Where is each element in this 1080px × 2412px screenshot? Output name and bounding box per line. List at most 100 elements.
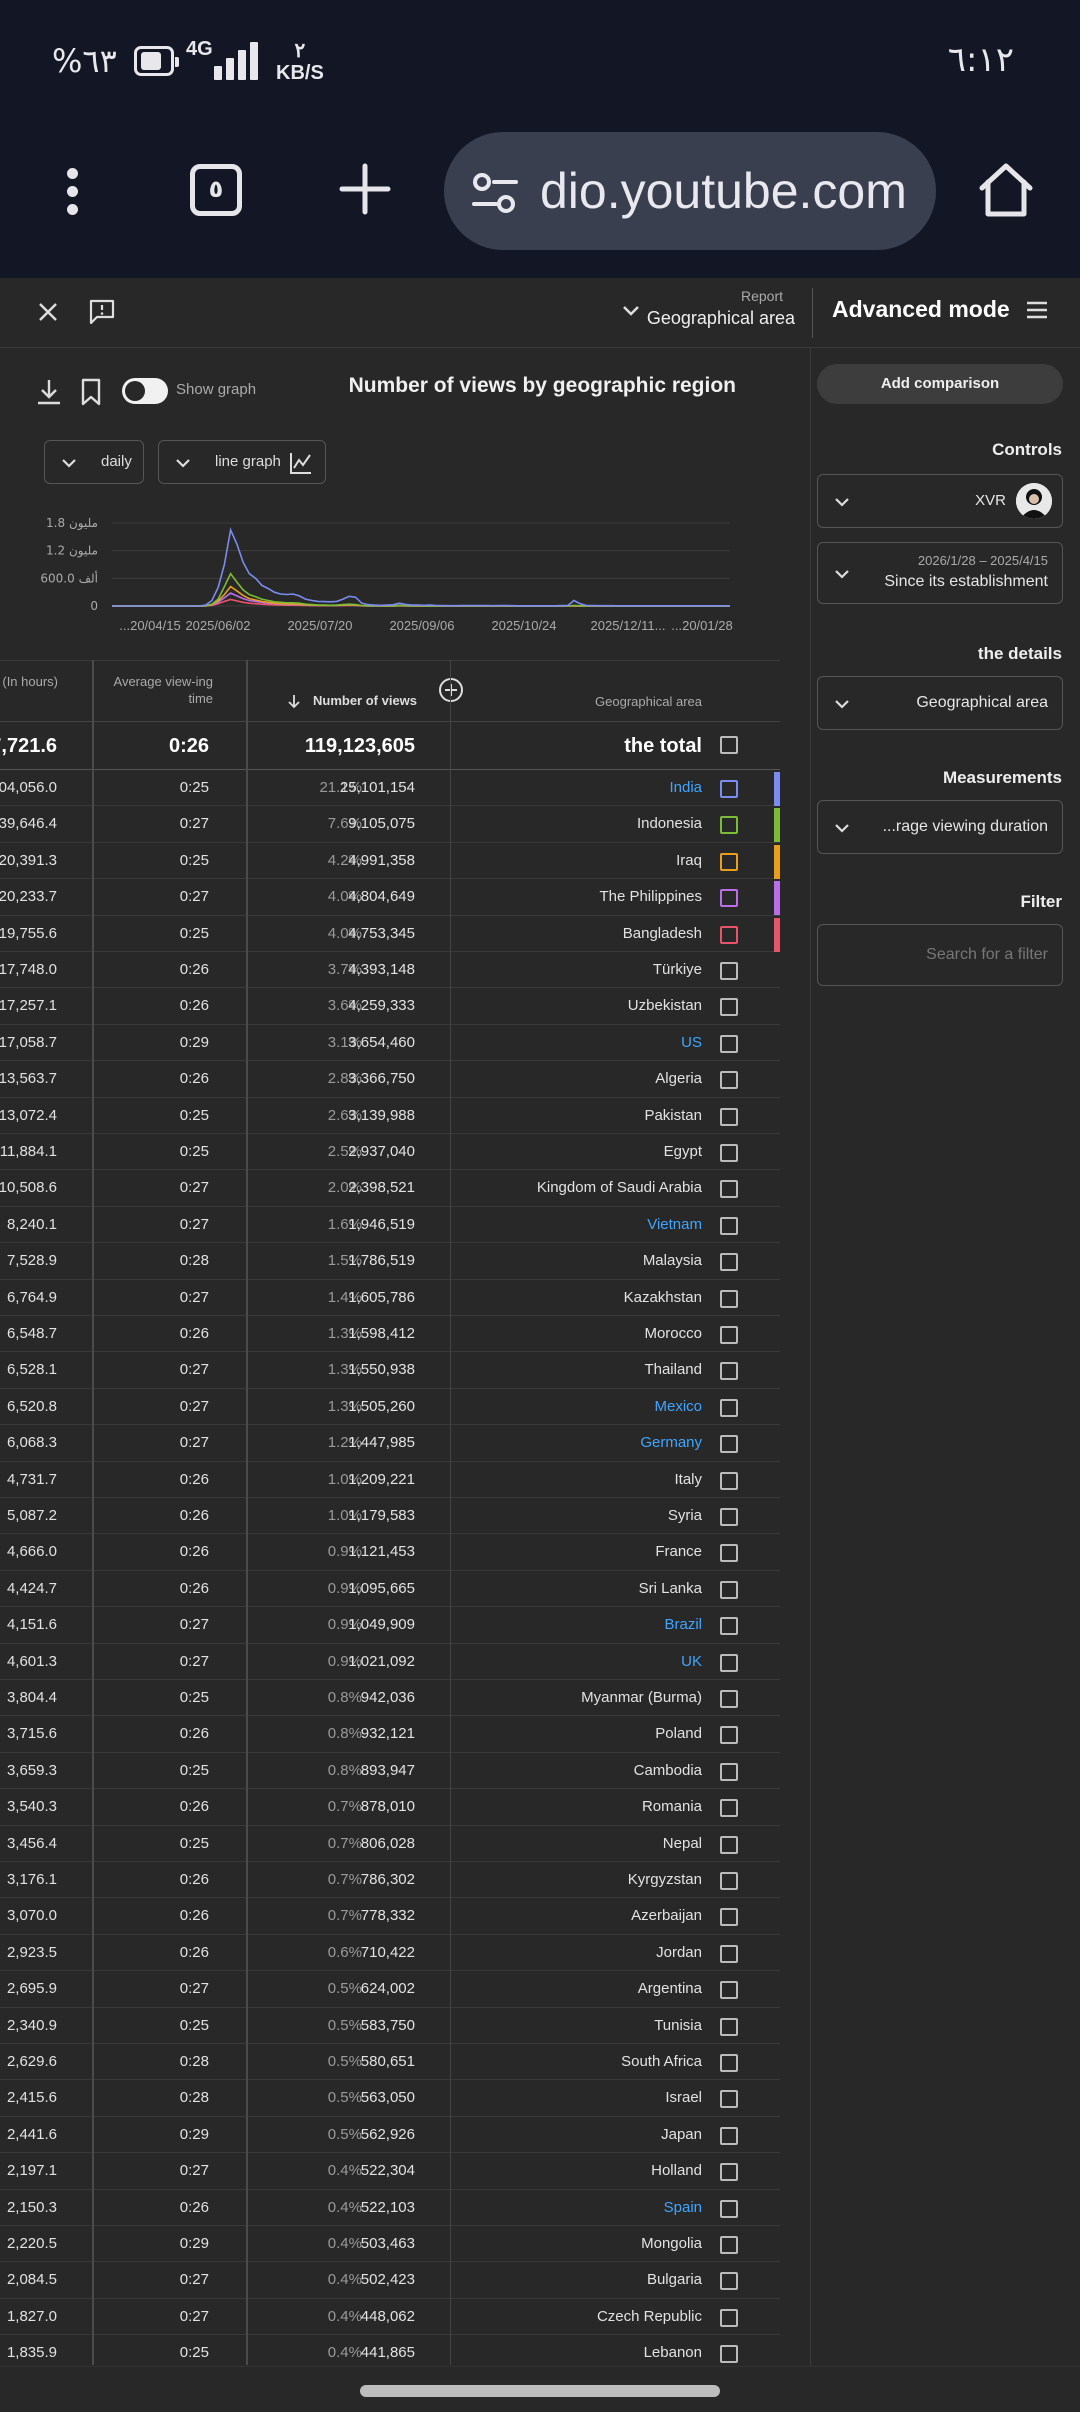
cell-geo[interactable]: Vietnam [647,1215,702,1233]
row-checkbox[interactable] [720,1762,738,1781]
cell-geo[interactable]: Spain [663,2198,702,2216]
home-indicator[interactable] [360,2385,720,2397]
table-row[interactable]: 4,731.7 0:26 1.0% 1,209,221 Italy [0,1462,780,1498]
cell-geo[interactable]: US [681,1033,702,1051]
row-checkbox[interactable] [720,1216,738,1235]
url-text[interactable]: dio.youtube.com [540,163,907,219]
close-icon[interactable] [32,296,64,328]
table-row[interactable]: 2,629.6 0:28 0.5% 580,651 South Africa [0,2044,780,2081]
row-checkbox[interactable] [720,1944,738,1963]
table-row[interactable]: 17,058.7 0:29 3.1% 3,654,460 US [0,1025,780,1062]
row-checkbox[interactable] [720,889,738,908]
row-checkbox[interactable] [720,1617,738,1636]
table-row[interactable]: 3,176.1 0:26 0.7% 786,302 Kyrgyzstan [0,1862,780,1899]
row-checkbox[interactable] [720,998,738,1017]
table-row[interactable]: 3,715.6 0:26 0.8% 932,121 Poland [0,1716,780,1753]
table-row[interactable]: 13,072.4 0:25 2.6% 3,139,988 Pakistan [0,1098,780,1134]
table-row[interactable]: 2,415.6 0:28 0.5% 563,050 Israel [0,2080,780,2117]
row-checkbox[interactable] [720,1398,738,1417]
row-checkbox[interactable] [720,2126,738,2145]
table-row[interactable]: 39,646.4 0:27 7.6% 9,105,075 Indonesia [0,806,780,843]
date-range-selector[interactable]: 2026/1/28 – 2025/4/15 Since its establis… [817,542,1063,604]
table-row[interactable]: 6,764.9 0:27 1.4% 1,605,786 Kazakhstan [0,1280,780,1316]
new-tab-icon[interactable] [338,162,392,216]
table-row[interactable]: 04,056.0 0:25 21.1% 25,101,154 India [0,770,780,807]
row-checkbox[interactable] [720,1981,738,2000]
row-checkbox[interactable] [720,1289,738,1308]
row-checkbox[interactable] [720,1544,738,1563]
sort-arrow-down-icon[interactable] [286,693,302,709]
row-checkbox[interactable] [720,1726,738,1745]
table-row[interactable]: 2,220.5 0:29 0.4% 503,463 Mongolia [0,2226,780,2263]
table-row[interactable]: 3,456.4 0:25 0.7% 806,028 Nepal [0,1826,780,1862]
row-checkbox[interactable] [720,1653,738,1672]
row-checkbox[interactable] [720,2163,738,2182]
table-row[interactable]: 11,884.1 0:25 2.5% 2,937,040 Egypt [0,1134,780,1171]
table-row[interactable]: 1,835.9 0:25 0.4% 441,865 Lebanon [0,2335,780,2365]
table-row[interactable]: 2,441.6 0:29 0.5% 562,926 Japan [0,2117,780,2154]
table-row[interactable]: 1,827.0 0:27 0.4% 448,062 Czech Republic [0,2299,780,2336]
row-checkbox[interactable] [720,2017,738,2036]
row-checkbox[interactable] [720,1107,738,1126]
table-row[interactable]: 2,695.9 0:27 0.5% 624,002 Argentina [0,1971,780,2008]
row-checkbox[interactable] [720,2054,738,2072]
download-icon[interactable] [36,378,62,406]
table-row[interactable]: 19,755.6 0:25 4.0% 4,753,345 Bangladesh [0,916,780,952]
row-checkbox[interactable] [720,1872,738,1890]
row-checkbox[interactable] [720,1326,738,1344]
table-row[interactable]: 3,659.3 0:25 0.8% 893,947 Cambodia [0,1753,780,1790]
table-row[interactable]: 2,084.5 0:27 0.4% 502,423 Bulgaria [0,2262,780,2299]
row-checkbox[interactable] [720,2345,738,2364]
table-row[interactable]: 3,070.0 0:26 0.7% 778,332 Azerbaijan [0,1898,780,1935]
table-row[interactable]: 2,150.3 0:26 0.4% 522,103 Spain [0,2190,780,2226]
table-row[interactable]: 3,804.4 0:25 0.8% 942,036 Myanmar (Burma) [0,1680,780,1717]
add-column-icon[interactable] [438,677,464,703]
measurement-selector[interactable]: ...rage viewing duration [817,800,1063,854]
col-avg-view-time[interactable]: Average view-ing time [113,674,213,706]
feedback-icon[interactable] [88,298,116,326]
details-selector[interactable]: Geographical area [817,676,1063,730]
table-row[interactable]: 20,233.7 0:27 4.0% 4,804,649 The Philippines [0,879,780,916]
site-settings-icon[interactable] [470,168,520,218]
graph-type-dropdown[interactable]: line graph [158,440,326,484]
table-row[interactable]: 13,563.7 0:26 2.8% 3,366,750 Algeria [0,1061,780,1098]
add-comparison-button[interactable]: Add comparison [817,364,1063,404]
row-checkbox[interactable] [720,2308,738,2327]
table-row[interactable]: 6,528.1 0:27 1.3% 1,550,938 Thailand [0,1352,780,1389]
row-checkbox[interactable] [720,2090,738,2109]
row-checkbox[interactable] [720,1471,738,1490]
row-checkbox[interactable] [720,1071,738,1090]
row-checkbox[interactable] [720,2199,738,2218]
chevron-down-icon[interactable] [618,298,644,324]
cell-geo[interactable]: Brazil [664,1616,702,1634]
table-row[interactable]: 7,528.9 0:28 1.5% 1,786,519 Malaysia [0,1243,780,1280]
col-geo[interactable]: Geographical area [595,694,702,709]
address-bar[interactable]: dio.youtube.com [444,132,936,250]
col-watch-time[interactable]: ng time (In hours) [0,674,58,689]
tab-switcher-button[interactable]: ٥ [190,164,242,216]
cell-geo[interactable]: UK [681,1652,702,1670]
table-row[interactable]: 4,151.6 0:27 0.9% 1,049,909 Brazil [0,1607,780,1644]
more-options-icon[interactable] [52,162,92,222]
table-row[interactable]: 4,601.3 0:27 0.9% 1,021,092 UK [0,1644,780,1680]
table-row[interactable]: 20,391.3 0:25 4.2% 4,991,358 Iraq [0,843,780,880]
interval-dropdown[interactable]: daily [44,440,144,484]
row-checkbox[interactable] [720,780,738,798]
row-checkbox[interactable] [720,1435,738,1454]
table-row[interactable]: 10,508.6 0:27 2.0% 2,398,521 Kingdom of Saud… [0,1170,780,1207]
row-checkbox[interactable] [720,816,738,835]
row-checkbox[interactable] [720,2236,738,2254]
table-row[interactable]: 6,520.8 0:27 1.3% 1,505,260 Mexico [0,1389,780,1426]
row-checkbox[interactable] [720,1144,738,1162]
row-checkbox[interactable] [720,962,738,980]
cell-geo[interactable]: India [669,779,702,796]
table-row[interactable]: 3,540.3 0:26 0.7% 878,010 Romania [0,1789,780,1826]
table-row[interactable]: 5,087.2 0:26 1.0% 1,179,583 Syria [0,1498,780,1535]
col-views[interactable]: Number of views [313,693,418,708]
row-checkbox[interactable] [720,925,738,944]
row-checkbox[interactable] [720,1253,738,1272]
row-checkbox[interactable] [720,1799,738,1818]
report-selector[interactable]: Geographical area [646,308,795,328]
row-checkbox[interactable] [720,1180,738,1199]
table-row[interactable]: 6,068.3 0:27 1.2% 1,447,985 Germany [0,1425,780,1462]
